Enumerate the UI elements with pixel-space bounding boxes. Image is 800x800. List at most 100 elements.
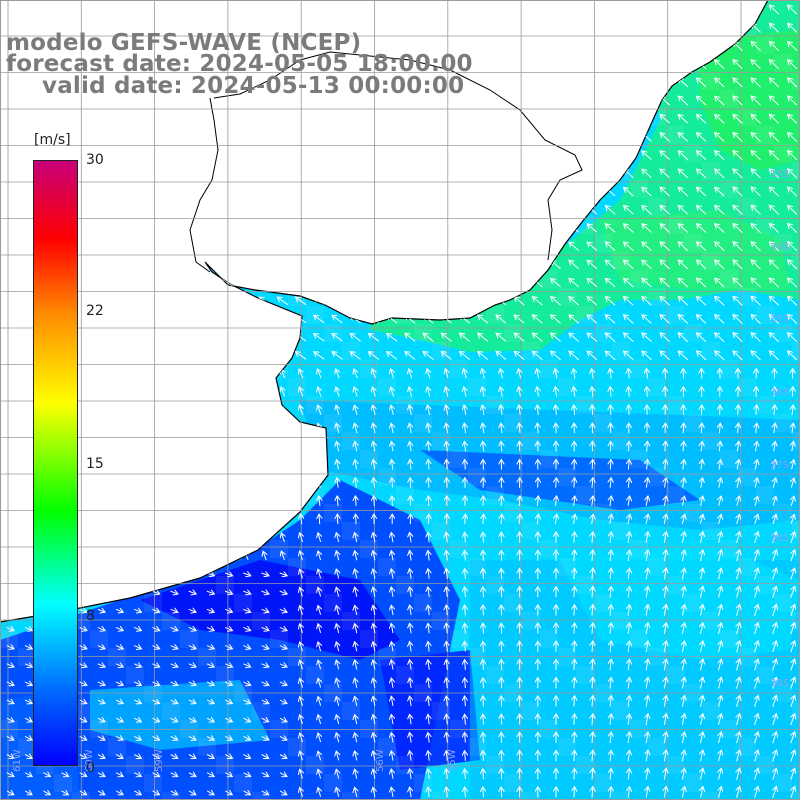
wind-arrow [242,7,252,14]
wind-arrow [479,261,489,269]
wind-arrow [260,207,270,215]
wind-arrow [172,370,177,379]
wind-arrow [679,115,689,124]
wind-arrow [260,170,270,178]
wind-arrow [278,225,289,233]
grid-cell [450,180,468,198]
wind-arrow [9,515,12,524]
wind-arrow [664,606,666,616]
grid-cell [774,414,792,432]
grid-cell [702,342,720,360]
wind-arrow [519,388,521,397]
wind-arrow [278,243,289,251]
wind-arrow [117,553,121,560]
grid-cell [144,774,162,792]
wind-arrow [551,352,561,361]
wind-arrow [537,388,538,397]
wind-arrow [78,189,89,196]
wind-arrow [245,534,248,542]
wind-arrow [551,43,561,51]
grid-cell [630,180,648,198]
wind-arrow [114,334,125,342]
wind-arrow [41,7,52,14]
grid-cell [0,360,18,378]
grid-cell [702,702,720,720]
wind-arrow [187,171,198,178]
wind-arrow [770,151,780,161]
grid-cell [612,432,630,450]
wind-arrow [135,388,141,397]
wind-arrow [442,298,452,306]
wind-arrow [227,424,230,433]
wind-arrow [151,316,161,324]
wind-arrow [226,370,230,379]
wind-arrow [210,515,211,525]
wind-arrow [515,97,525,106]
wind-arrow [537,406,538,415]
wind-arrow [551,6,561,15]
wind-arrow [752,151,761,161]
wind-arrow [464,406,466,415]
wind-arrow [719,569,722,580]
wind-arrow [791,569,795,580]
wind-arrow [460,297,471,306]
wind-arrow [682,515,684,525]
wind-arrow [8,497,11,506]
wind-arrow [279,609,286,612]
wind-arrow [278,134,289,142]
wind-arrow [117,406,122,415]
wind-arrow [442,207,452,215]
wind-arrow [8,479,12,488]
wind-arrow [770,279,780,288]
wind-arrow [755,515,758,525]
wind-arrow [169,225,180,233]
wind-arrow [406,298,416,306]
wind-arrow [391,406,393,415]
wind-arrow [261,609,268,612]
grid-cell [558,18,576,36]
wind-arrow [752,242,761,252]
wind-arrow [533,43,543,51]
grid-cell [144,234,162,252]
wind-arrow [333,152,343,160]
wind-arrow [588,243,598,251]
wind-arrow [369,207,380,215]
wind-arrow [152,609,158,612]
lon-label: 59W [154,749,165,772]
wind-arrow [264,479,266,488]
wind-arrow [318,607,320,615]
wind-arrow [373,406,375,415]
wind-arrow [460,152,471,160]
wind-arrow [770,352,780,361]
wind-arrow [628,497,629,506]
wind-arrow [773,479,775,488]
wind-arrow [369,116,380,124]
wind-arrow [555,515,556,525]
wind-arrow [465,533,466,543]
wind-arrow [770,24,780,33]
wind-arrow [300,406,303,415]
wind-arrow [570,24,580,33]
wind-arrow [774,424,775,434]
wind-arrow [315,116,325,124]
wind-arrow [355,461,356,470]
wind-arrow [679,243,689,252]
wind-arrow [260,334,270,342]
grid-cell [288,648,306,666]
wind-arrow [99,535,103,542]
wind-arrow [679,133,689,142]
wind-arrow [756,424,757,434]
wind-arrow [242,334,252,342]
wind-arrow [300,607,303,615]
wind-arrow [355,442,357,452]
wind-arrow [205,7,216,14]
wind-arrow [263,388,266,397]
wind-arrow [114,316,125,324]
wind-arrow [661,24,670,33]
wind-arrow [497,115,507,124]
wind-arrow [624,243,634,251]
grid-cell [576,576,594,594]
wind-arrow [752,6,761,15]
grid-cell [360,540,378,558]
wind-arrow [791,551,795,562]
